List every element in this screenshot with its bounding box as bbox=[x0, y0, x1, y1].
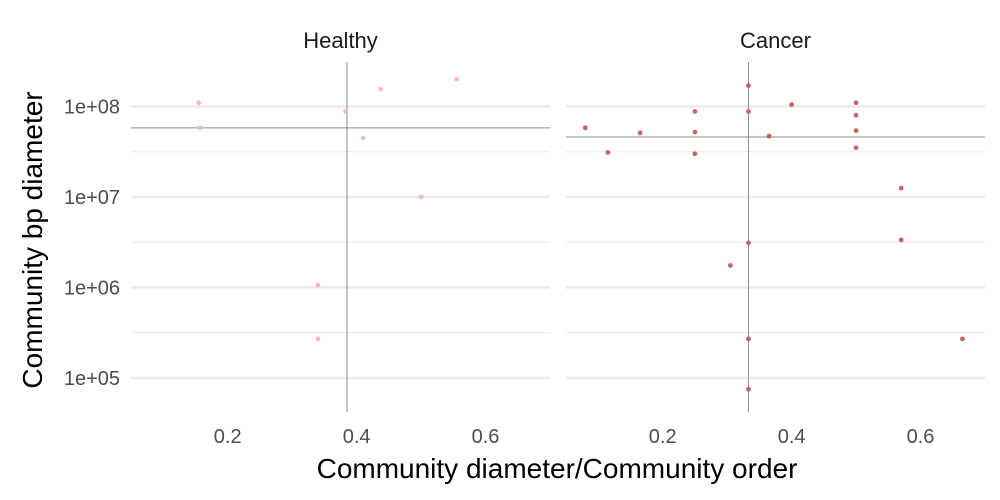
x-tick-label: 0.6 bbox=[907, 426, 935, 448]
x-tick-label: 0.2 bbox=[214, 426, 242, 448]
data-point bbox=[746, 386, 751, 392]
data-point bbox=[746, 336, 751, 342]
data-point bbox=[853, 100, 859, 106]
data-point bbox=[315, 282, 321, 288]
data-point bbox=[692, 109, 698, 114]
x-tick-label: 0.2 bbox=[649, 426, 677, 448]
data-point bbox=[898, 185, 904, 191]
x-tick-label: 0.6 bbox=[472, 426, 500, 448]
data-point bbox=[378, 86, 383, 92]
facet-panel-cancer: Cancer 0.2 0.4 0.6 bbox=[566, 28, 985, 448]
data-point bbox=[343, 109, 349, 114]
y-tick-label: 1e+08 bbox=[64, 96, 120, 118]
data-point bbox=[196, 100, 202, 106]
facet-title: Cancer bbox=[740, 28, 811, 53]
y-tick-label: 1e+05 bbox=[64, 368, 120, 390]
data-point bbox=[605, 150, 611, 155]
data-point bbox=[746, 240, 751, 246]
data-point bbox=[692, 129, 698, 135]
x-tick-label: 0.4 bbox=[343, 426, 371, 448]
data-point bbox=[418, 194, 424, 200]
data-point bbox=[637, 130, 643, 136]
x-axis-title: Community diameter/Community order bbox=[317, 453, 798, 484]
x-tick-label: 0.4 bbox=[778, 426, 806, 448]
data-point bbox=[727, 263, 733, 268]
data-point bbox=[746, 109, 751, 114]
data-point bbox=[454, 76, 459, 82]
y-axis-title: Community bp diameter bbox=[17, 91, 48, 388]
data-point bbox=[692, 151, 698, 157]
y-tick-label: 1e+06 bbox=[64, 277, 120, 299]
facet-title: Healthy bbox=[303, 28, 378, 53]
facet-panel-healthy: Healthy 0.2 0.4 0.6 bbox=[131, 28, 550, 448]
y-axis: 1e+05 1e+06 1e+07 1e+08 bbox=[64, 96, 120, 389]
data-point bbox=[197, 125, 203, 131]
data-point bbox=[746, 83, 751, 89]
data-point bbox=[853, 112, 859, 118]
data-point bbox=[853, 128, 859, 134]
data-point bbox=[960, 336, 965, 342]
data-point bbox=[582, 125, 588, 131]
data-point bbox=[789, 102, 795, 107]
facet-panels: Healthy 0.2 0.4 0.6 Cancer 0.2 0.4 0.6 bbox=[131, 28, 985, 448]
data-point bbox=[898, 237, 904, 243]
data-point bbox=[360, 135, 366, 141]
y-tick-label: 1e+07 bbox=[64, 187, 120, 209]
data-point bbox=[766, 133, 772, 139]
data-point bbox=[853, 145, 859, 151]
data-point bbox=[315, 336, 321, 342]
